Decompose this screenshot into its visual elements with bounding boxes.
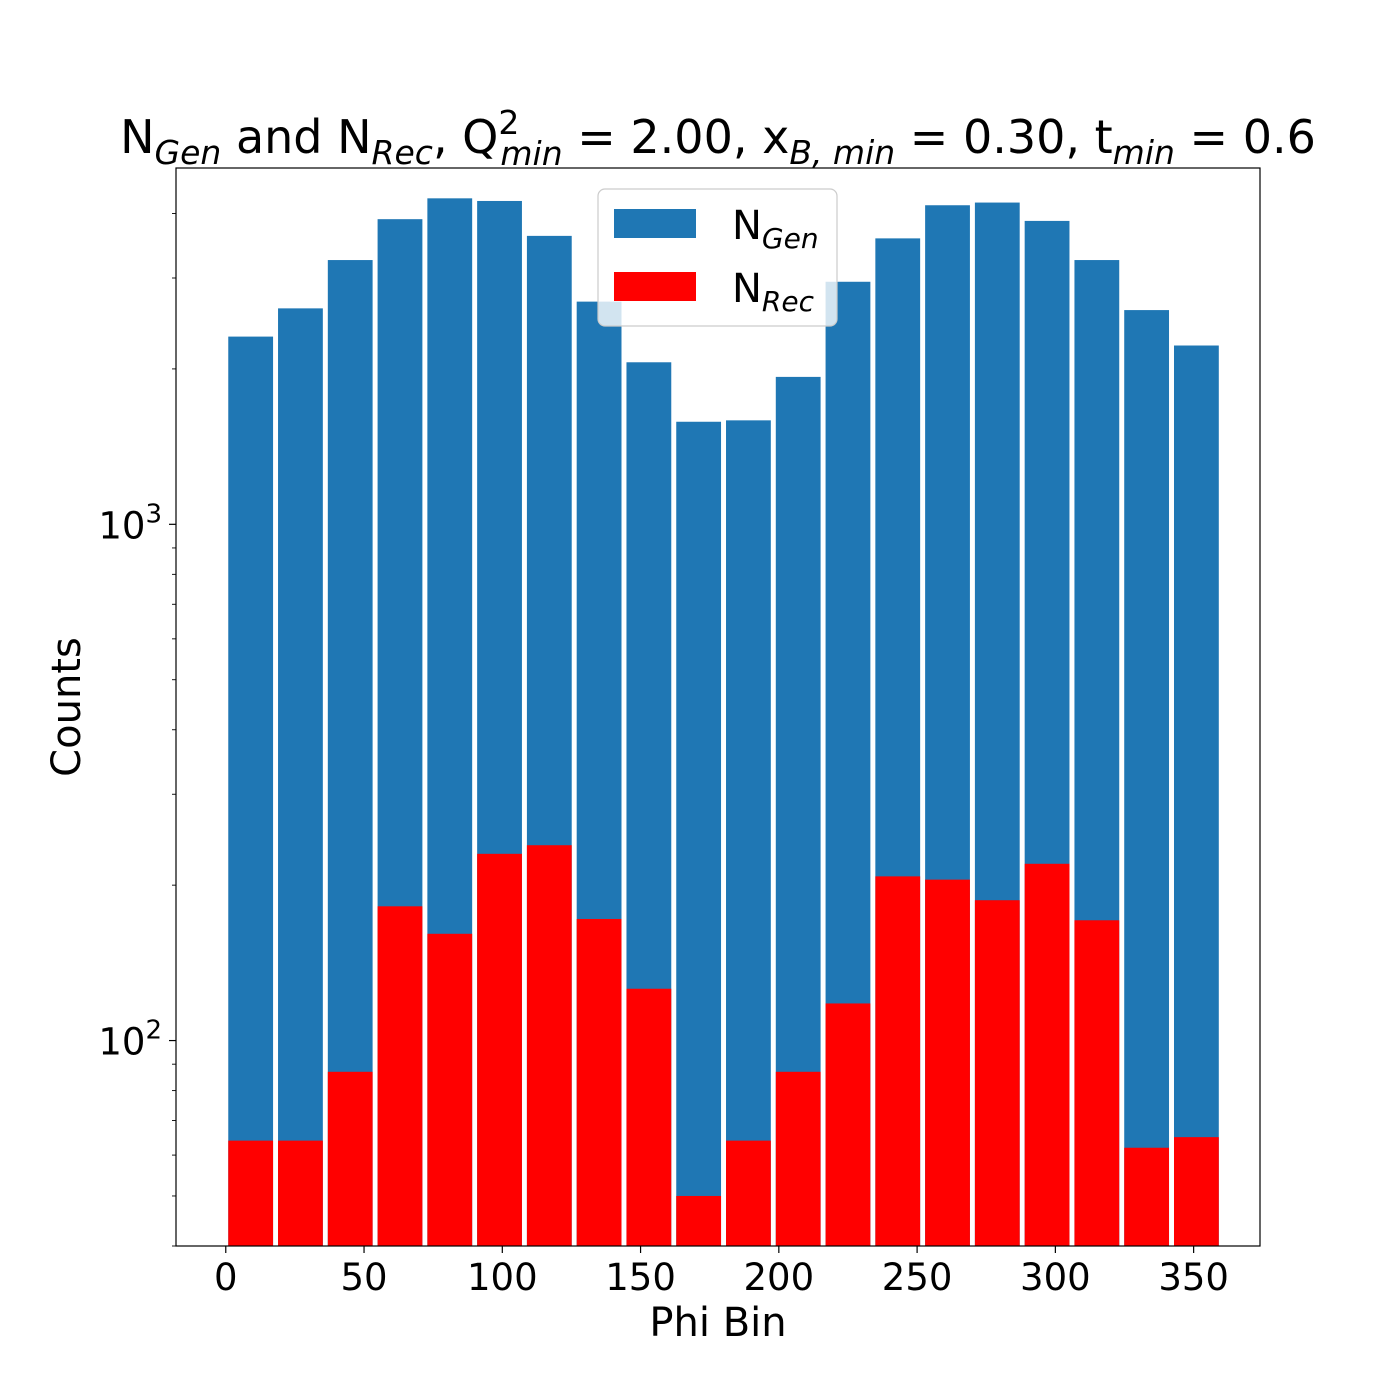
y-tick-label: 103	[98, 499, 162, 547]
title-part: = 0.6	[1175, 110, 1316, 164]
x-axis-label: Phi Bin	[649, 1300, 786, 1346]
bar-n-rec	[576, 918, 622, 1246]
y-tick-base: 10	[98, 1021, 145, 1064]
axes	[175, 167, 1261, 1247]
bar-n-rec	[377, 906, 423, 1246]
bar-n-rec	[477, 853, 522, 1246]
legend-label-sub: Rec	[762, 285, 815, 318]
y-tick-exponent: 3	[145, 499, 162, 529]
title-part: , Q	[433, 110, 498, 164]
bar-n-rec	[726, 1140, 771, 1246]
title-part: = 2.00, x	[563, 110, 790, 164]
x-tick-label: 50	[340, 1256, 387, 1299]
bar-n-gen	[1124, 310, 1170, 1246]
title-part: N	[120, 110, 154, 164]
title-part: B, min	[789, 133, 895, 172]
bar-n-rec	[626, 988, 672, 1246]
y-axis-label: Counts	[44, 637, 90, 777]
x-tick-label: 150	[605, 1256, 676, 1299]
legend-label-base: N	[732, 266, 762, 312]
x-tick-label: 250	[882, 1256, 953, 1299]
bar-n-rec	[974, 900, 1020, 1246]
bar-n-rec	[228, 1140, 274, 1246]
x-tick-label: 300	[1020, 1256, 1091, 1299]
title-text: NGen and NRec, Q2 min = 2.00, xB, min = 0…	[120, 103, 1316, 173]
bar-n-rec	[327, 1071, 373, 1246]
bar-n-rec	[1074, 920, 1120, 1246]
title-part: min	[500, 134, 562, 173]
y-tick-exponent: 2	[145, 1016, 162, 1046]
title-part: Rec	[372, 133, 433, 172]
legend-label-base: N	[732, 203, 762, 249]
bar-n-rec	[1124, 1147, 1170, 1246]
bar-n-rec	[676, 1195, 722, 1246]
plot-frame	[175, 167, 1261, 1247]
bar-n-rec	[278, 1140, 323, 1246]
bar-n-rec	[925, 879, 970, 1246]
legend-label-sub: Gen	[762, 222, 819, 255]
bars	[228, 198, 1219, 1247]
legend-swatch	[614, 272, 696, 301]
chart-title: NGen and NRec, Q2 min = 2.00, xB, min = 0…	[120, 103, 1316, 173]
bar-n-rec	[1173, 1137, 1219, 1246]
legend-label: NRec	[732, 266, 815, 318]
title-part: Gen	[155, 133, 222, 172]
title-part: = 0.30, t	[895, 110, 1113, 164]
legend-label: NGen	[732, 203, 819, 255]
title-part: min	[1113, 133, 1175, 172]
bar-n-rec	[775, 1071, 821, 1246]
bar-n-gen	[726, 420, 771, 1246]
bar-n-rec	[875, 876, 921, 1246]
title-part: and N	[221, 110, 371, 164]
bar-n-rec	[526, 845, 572, 1246]
x-tick-label: 0	[214, 1256, 238, 1299]
legend-swatch	[614, 209, 696, 238]
bar-n-gen	[676, 421, 722, 1246]
x-axis-ticks: 0 50 100 150 200 250 300 350	[214, 1246, 1229, 1299]
bar-n-rec	[825, 1003, 871, 1246]
title-part: 2	[498, 103, 519, 142]
bar-n-gen	[228, 336, 274, 1246]
y-tick-base: 10	[98, 504, 145, 547]
bar-n-gen	[1173, 345, 1219, 1246]
x-tick-label: 100	[467, 1256, 538, 1299]
x-tick-label: 350	[1158, 1256, 1229, 1299]
bar-n-rec	[1024, 863, 1070, 1246]
x-tick-label: 200	[744, 1256, 815, 1299]
bar-n-gen	[278, 308, 323, 1246]
y-tick-label: 102	[98, 1016, 162, 1064]
bar-n-rec	[427, 933, 473, 1246]
